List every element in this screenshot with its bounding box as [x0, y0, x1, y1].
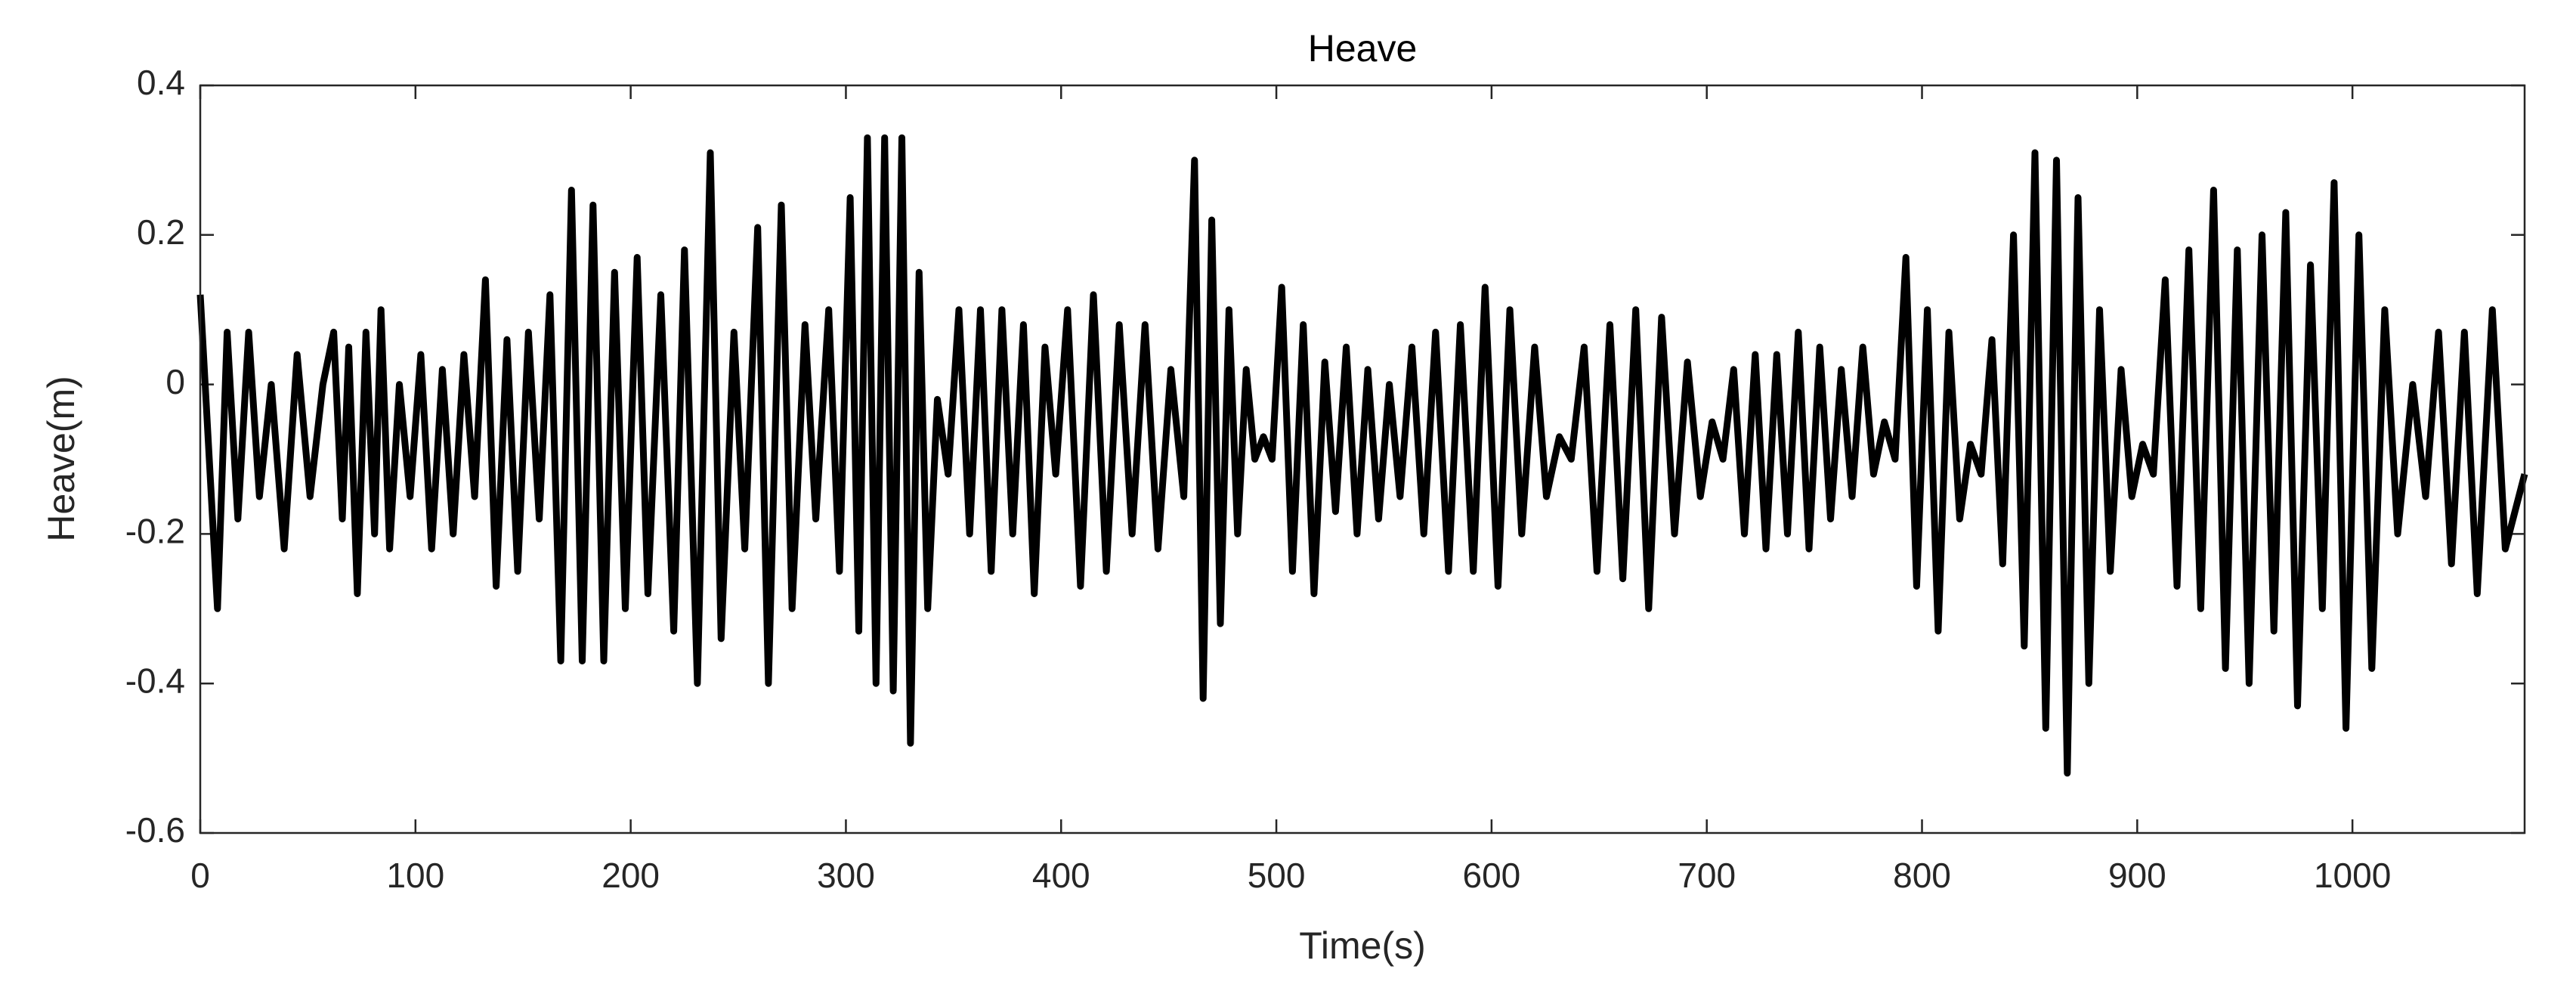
x-tick-label: 900: [2108, 856, 2166, 895]
x-tick-label: 100: [386, 856, 444, 895]
chart-title: Heave: [1308, 27, 1418, 70]
x-tick-label: 0: [190, 856, 210, 895]
x-tick-label: 400: [1032, 856, 1090, 895]
y-tick-label: 0.4: [137, 63, 185, 102]
y-tick-label: -0.2: [125, 512, 185, 551]
axes-box: [199, 84, 2526, 834]
y-tick-label: 0: [165, 362, 185, 401]
y-axis-label: Heave(m): [40, 376, 82, 541]
x-tick-label: 200: [601, 856, 660, 895]
x-tick-label: 500: [1248, 856, 1306, 895]
y-tick-label: 0.2: [137, 212, 185, 252]
x-tick-label: 800: [1893, 856, 1951, 895]
x-tick-label: 1000: [2314, 856, 2391, 895]
x-tick-label: 300: [817, 856, 875, 895]
x-axis-label: Time(s): [1299, 924, 1426, 967]
y-tick-label: -0.6: [125, 810, 185, 850]
x-tick-label: 600: [1463, 856, 1521, 895]
y-tick-label: -0.4: [125, 661, 185, 700]
data-line: [196, 134, 2528, 777]
x-tick-label: 700: [1678, 856, 1736, 895]
